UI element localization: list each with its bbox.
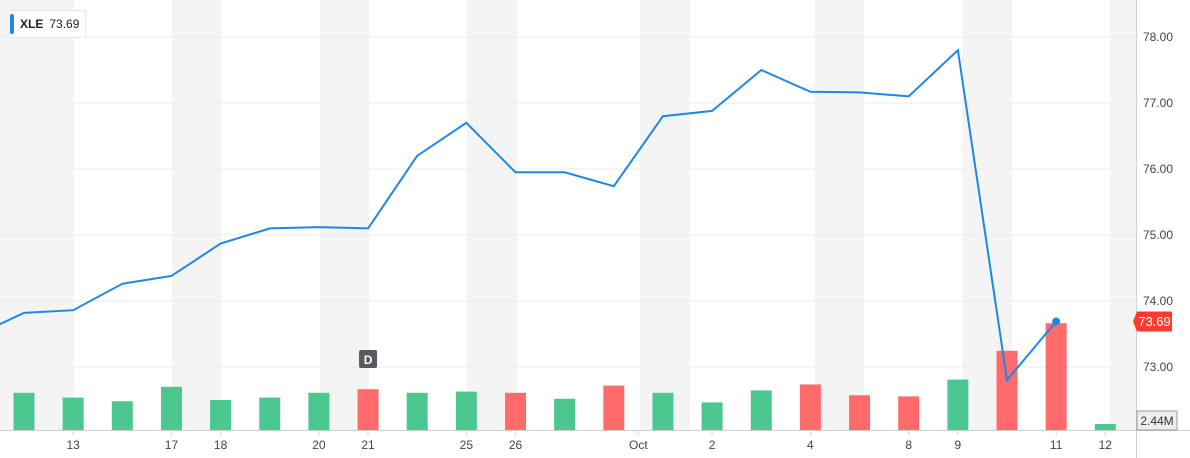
- legend-value: 73.69: [49, 17, 80, 31]
- x-tick-label: 18: [214, 438, 228, 452]
- current-price-tag: 73.69: [1133, 311, 1172, 332]
- background-band: [815, 0, 864, 430]
- x-tick-label: 4: [807, 438, 814, 452]
- y-tick-label: 76.00: [1143, 162, 1173, 176]
- x-tick-label: 25: [460, 438, 474, 452]
- x-tick-label: 9: [955, 438, 962, 452]
- volume-bar: [1094, 424, 1116, 430]
- background-band: [1110, 0, 1136, 430]
- y-tick-label: 75.00: [1143, 228, 1173, 242]
- y-tick-label: 73.00: [1143, 360, 1173, 374]
- x-tick-label: 26: [509, 438, 523, 452]
- price-line: [0, 48, 1057, 383]
- volume-bar: [13, 392, 35, 430]
- chart-legend: XLE 73.69: [10, 10, 87, 38]
- volume-bar: [849, 395, 871, 430]
- x-tick-label: 20: [312, 438, 326, 452]
- last-price-point: [1052, 317, 1061, 326]
- dividend-marker: D: [359, 350, 378, 368]
- background-band: [467, 0, 517, 430]
- volume-bar: [603, 385, 625, 430]
- volume-bar: [505, 392, 526, 430]
- volume-bar: [947, 379, 969, 430]
- x-tick-label: Oct: [629, 438, 648, 452]
- volume-tag-box: [1136, 410, 1178, 431]
- background-bands: [0, 0, 1136, 430]
- price-tag-label: 73.69: [1138, 314, 1171, 329]
- x-tick-label: 11: [1050, 438, 1063, 452]
- volume-bar: [701, 402, 723, 430]
- legend-symbol: XLE: [20, 17, 44, 31]
- volume-bars: [13, 323, 1116, 430]
- grid-lines: 78.00 77.00 76.00 75.00 74.00 73.00: [0, 30, 1173, 374]
- x-tick-label: 17: [165, 438, 179, 452]
- volume-bar: [210, 400, 232, 430]
- volume-bar: [898, 396, 920, 430]
- dividend-marker-box: [359, 350, 378, 368]
- volume-bar: [308, 392, 330, 430]
- x-axis-ticks: 13 17 18 20 21 25 26 Oct 2 4 8 9 11 12: [66, 430, 1112, 452]
- y-tick-label: 77.00: [1143, 96, 1173, 110]
- x-tick-label: 8: [905, 438, 912, 452]
- volume-bar: [160, 386, 182, 430]
- volume-bar: [996, 350, 1018, 430]
- background-band: [0, 0, 74, 430]
- volume-bar: [1045, 323, 1067, 430]
- volume-bar: [406, 392, 428, 430]
- dividend-marker-label: D: [364, 353, 373, 367]
- volume-bar: [455, 391, 477, 430]
- x-tick-label: 2: [709, 438, 716, 452]
- x-tick-label: 13: [66, 438, 80, 452]
- volume-bar: [357, 389, 379, 430]
- volume-bar: [750, 390, 772, 430]
- volume-bar: [652, 392, 674, 430]
- x-tick-label: 12: [1099, 438, 1113, 452]
- volume-bar: [111, 401, 133, 430]
- price-tag-shape: [1133, 311, 1172, 332]
- y-tick-label: 74.00: [1143, 294, 1173, 308]
- volume-bar: [799, 384, 821, 430]
- volume-bar: [554, 398, 576, 430]
- volume-bar: [62, 397, 84, 430]
- volume-bar: [259, 397, 281, 430]
- x-tick-label: 21: [361, 438, 375, 452]
- volume-tag: 2.44M: [1136, 410, 1178, 431]
- y-tick-label: 78.00: [1143, 30, 1173, 44]
- legend-series-swatch: [10, 14, 14, 34]
- background-band: [172, 0, 221, 430]
- background-band: [640, 0, 690, 430]
- volume-tag-label: 2.44M: [1140, 414, 1173, 428]
